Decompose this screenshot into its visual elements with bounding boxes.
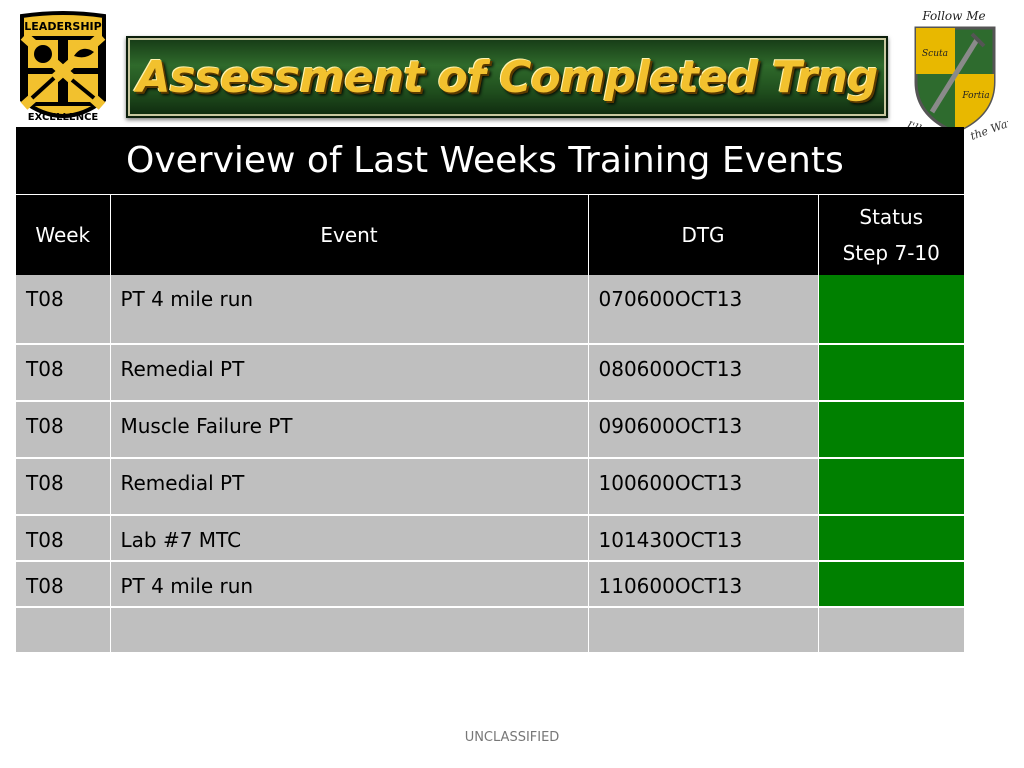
cell-week: T08	[16, 275, 111, 345]
table-title: Overview of Last Weeks Training Events	[16, 127, 964, 195]
follow-me-scuta-fortia-crest-icon: Follow Me Scuta Fortia I'll the Way	[904, 9, 1008, 143]
cell-event: Lab #7 MTC	[110, 515, 589, 562]
rotc-leadership-excellence-shield-icon: LEADERSHIP EXCELLENCE	[20, 11, 106, 123]
column-header-dtg: DTG	[588, 195, 819, 275]
cell-dtg: 080600OCT13	[588, 344, 819, 402]
rotc-logo: LEADERSHIP EXCELLENCE	[16, 10, 110, 132]
events-table: Week Event DTG Status Step 7-10 T08 PT 4…	[16, 195, 964, 654]
cell-week: T08	[16, 458, 111, 516]
status-indicator	[818, 607, 964, 654]
cell-dtg	[588, 607, 819, 654]
cell-event	[110, 607, 589, 654]
right-logo-left-text: Scuta	[922, 49, 948, 59]
right-logo-right-text: Fortia	[961, 91, 989, 101]
cell-week: T08	[16, 344, 111, 402]
table-row: T08 PT 4 mile run 070600OCT13	[16, 275, 964, 345]
column-header-event: Event	[110, 195, 589, 275]
cell-week: T08	[16, 561, 111, 608]
table-row: T08 Muscle Failure PT 090600OCT13	[16, 401, 964, 459]
title-banner: Assessment of Completed Trng	[126, 36, 888, 118]
table-row: T08 Remedial PT 080600OCT13	[16, 344, 964, 402]
cell-event: PT 4 mile run	[110, 275, 589, 345]
cell-event: PT 4 mile run	[110, 561, 589, 608]
unit-crest: Follow Me Scuta Fortia I'll the Way	[898, 4, 1008, 144]
status-indicator	[818, 561, 964, 608]
table-row: T08 Remedial PT 100600OCT13	[16, 458, 964, 516]
column-header-status: Status Step 7-10	[818, 195, 964, 275]
cell-week	[16, 607, 111, 654]
banner-title: Assessment of Completed Trng	[136, 51, 879, 103]
table-header-row: Week Event DTG Status Step 7-10	[16, 195, 964, 275]
status-indicator	[818, 515, 964, 562]
status-header-line2: Step 7-10	[842, 241, 940, 265]
status-indicator	[818, 344, 964, 402]
cell-dtg: 100600OCT13	[588, 458, 819, 516]
cell-event: Muscle Failure PT	[110, 401, 589, 459]
cell-event: Remedial PT	[110, 344, 589, 402]
status-indicator	[818, 275, 964, 345]
cell-week: T08	[16, 515, 111, 562]
left-logo-bottom-text: EXCELLENCE	[28, 112, 99, 123]
table-row: T08 Lab #7 MTC 101430OCT13	[16, 515, 964, 562]
cell-dtg: 090600OCT13	[588, 401, 819, 459]
cell-dtg: 101430OCT13	[588, 515, 819, 562]
cell-week: T08	[16, 401, 111, 459]
status-indicator	[818, 458, 964, 516]
column-header-week: Week	[16, 195, 111, 275]
status-header-line1: Status	[859, 205, 924, 229]
status-indicator	[818, 401, 964, 459]
left-logo-top-text: LEADERSHIP	[24, 20, 101, 33]
cell-dtg: 070600OCT13	[588, 275, 819, 345]
right-logo-top-text: Follow Me	[921, 9, 985, 23]
table-row	[16, 607, 964, 654]
cell-event: Remedial PT	[110, 458, 589, 516]
classification-footer: UNCLASSIFIED	[464, 730, 560, 745]
training-events-table: Overview of Last Weeks Training Events W…	[16, 127, 964, 654]
cell-dtg: 110600OCT13	[588, 561, 819, 608]
table-row: T08 PT 4 mile run 110600OCT13	[16, 561, 964, 608]
